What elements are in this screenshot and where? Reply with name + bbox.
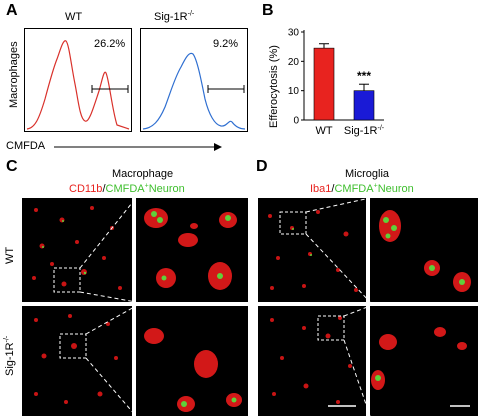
flow-x-axis-label: CMFDA: [6, 140, 46, 152]
panel-d-title: Microglia: [345, 168, 390, 180]
panel-c-title: Macrophage: [112, 168, 174, 180]
row-label-ko: Sig-1R-/-: [3, 335, 16, 376]
flow-y-axis-label: Macrophages: [8, 41, 20, 108]
bar-chart: 0 10 20 30 WT Sig-1R-/- ***: [288, 28, 385, 138]
histogram-ko-curve: [142, 52, 246, 130]
panel-a-letter: A: [6, 2, 18, 19]
y-tick-label: 0: [293, 116, 299, 127]
x-tick-label: Sig-1R-/-: [344, 125, 385, 137]
x-tick-label: WT: [315, 125, 332, 137]
bar-1: [353, 90, 375, 121]
flow-histogram-wt: [24, 28, 132, 132]
histogram-wt-curve: [26, 40, 130, 130]
row-label-wt: WT: [4, 246, 16, 264]
panel-b-letter: B: [262, 2, 274, 19]
micro-c-wt-overview: [22, 198, 132, 302]
panel-d-letter: D: [256, 158, 268, 175]
flow-x-axis-arrow: [54, 143, 222, 151]
flow-ko-percentage: 9.2%: [213, 38, 239, 50]
bar-0: [313, 47, 335, 121]
micro-d-wt-overview: [258, 198, 366, 302]
y-tick-label: 20: [288, 57, 300, 68]
panel-c-stain-legend: CD11b/CMFDA+Neuron: [69, 182, 185, 195]
micro-d-wt-zoom: [370, 198, 478, 302]
micro-c-wt-zoom: [136, 198, 248, 302]
panel-d-stain-legend: Iba1/CMFDA+Neuron: [310, 182, 414, 195]
flow-wt-percentage: 26.2%: [94, 38, 126, 50]
significance-stars: ***: [357, 69, 371, 83]
panel-c-letter: C: [6, 158, 18, 175]
micro-d-ko-overview: [258, 306, 366, 416]
micro-c-ko-zoom: [136, 306, 248, 416]
flow-histogram-ko: [140, 28, 248, 132]
bar-y-axis-label: Efferocytosis (%): [268, 45, 280, 128]
flow-wt-title: WT: [65, 11, 83, 23]
y-tick-label: 10: [288, 86, 300, 97]
y-tick-label: 30: [288, 28, 300, 39]
flow-ko-title: Sig-1R-/-: [154, 10, 195, 23]
micro-d-ko-zoom: [370, 306, 478, 416]
micro-c-ko-overview: [22, 306, 132, 416]
